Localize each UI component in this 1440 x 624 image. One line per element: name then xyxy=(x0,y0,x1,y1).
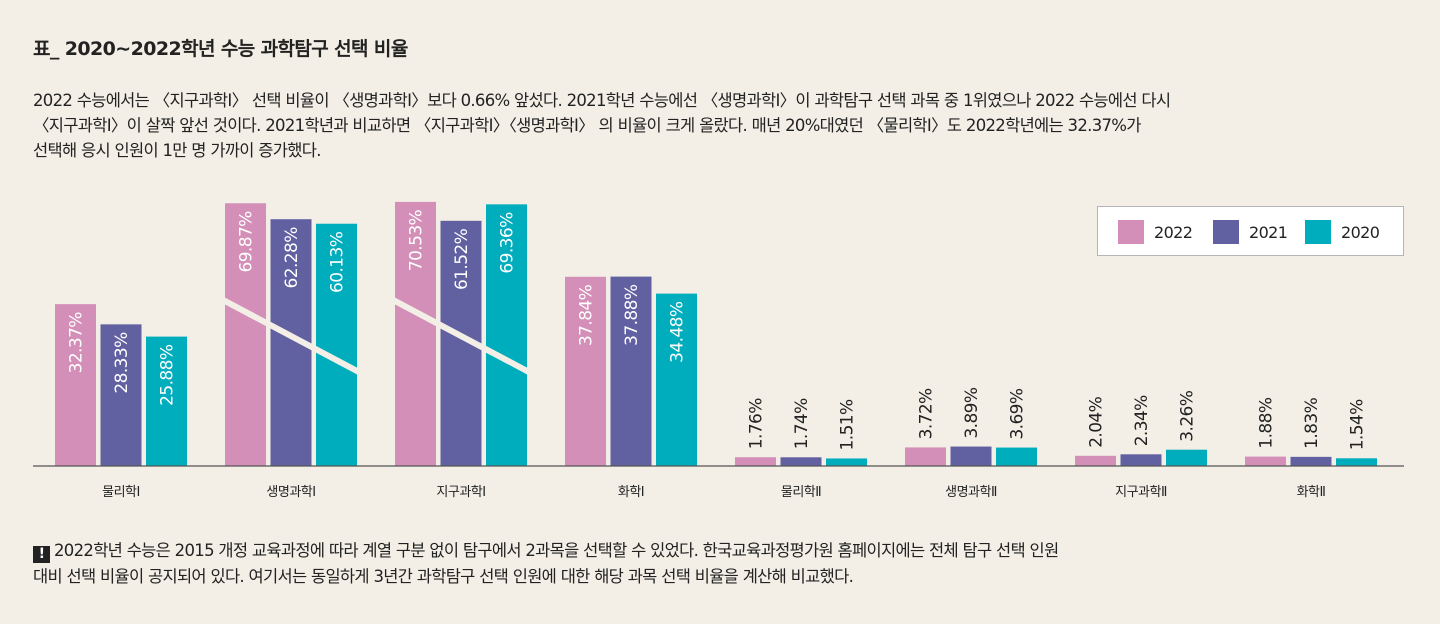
value-label: 37.84% xyxy=(577,284,597,346)
bar-2022-6 xyxy=(905,447,946,466)
description-line: 2022 수능에서는 〈지구과학Ⅰ〉 선택 비율이 〈생명과학Ⅰ〉보다 0.66… xyxy=(33,91,1171,110)
category-label: 물리학Ⅰ xyxy=(102,485,140,500)
value-label: 32.37% xyxy=(67,312,87,374)
value-label: 28.33% xyxy=(112,332,132,394)
bar-chart: 32.37% 28.33% 25.88% 물리학Ⅰ 69.87% 62.28% 60.13%… xyxy=(33,201,1404,500)
chart-title: 표_ 2020∼2022학년 수능 과학탐구 선택 비율 xyxy=(33,38,408,60)
value-label: 2.04% xyxy=(1087,396,1107,447)
value-label: 1.51% xyxy=(838,399,858,450)
bar-2020-7 xyxy=(1166,449,1207,466)
bar-2022-5 xyxy=(735,457,776,466)
legend-label: 2022 xyxy=(1154,222,1193,242)
bar-2021-4 xyxy=(610,276,652,466)
value-label: 1.54% xyxy=(1348,399,1368,450)
legend-item-2021: 2021 xyxy=(1213,220,1288,244)
description: 2022 수능에서는 〈지구과학Ⅰ〉 선택 비율이 〈생명과학Ⅰ〉보다 0.66… xyxy=(33,88,1413,163)
bar-2020-8 xyxy=(1336,458,1377,466)
bar-2021-5 xyxy=(780,457,822,466)
description-line: 선택해 응시 인원이 1만 명 가까이 증가했다. xyxy=(33,141,321,160)
footnote: ! 2022학년 수능은 2015 개정 교육과정에 따라 계열 구분 없이 탐구… xyxy=(33,538,1413,590)
value-label: 1.74% xyxy=(792,398,812,449)
value-label: 1.76% xyxy=(747,398,767,449)
value-label: 2.34% xyxy=(1132,395,1152,446)
bar-2021-1 xyxy=(100,324,142,466)
category-label: 지구과학Ⅱ xyxy=(1115,485,1167,500)
footnote-line: 2022학년 수능은 2015 개정 교육과정에 따라 계열 구분 없이 탐구에… xyxy=(54,541,1059,560)
category-label: 화학Ⅱ xyxy=(1297,485,1326,500)
bar-2021-7 xyxy=(1120,454,1162,466)
value-label: 1.83% xyxy=(1302,397,1322,448)
description-line: 〈지구과학Ⅰ〉이 살짝 앞선 것이다. 2021학년과 비교하면 〈지구과학Ⅰ〉… xyxy=(33,116,1141,135)
legend-swatch xyxy=(1118,220,1144,244)
value-label: 3.72% xyxy=(917,388,937,439)
bar-2020-4 xyxy=(656,293,697,466)
bar-2022-8 xyxy=(1245,456,1286,466)
bar-2022-3 xyxy=(395,201,436,466)
value-label: 37.88% xyxy=(622,284,642,346)
legend-swatch xyxy=(1305,220,1331,244)
value-label: 3.89% xyxy=(962,387,982,438)
legend-label: 2020 xyxy=(1341,222,1380,242)
exclamation-icon: ! xyxy=(33,546,50,563)
bar-2020-5 xyxy=(826,458,867,466)
bar-2022-4 xyxy=(565,276,606,466)
value-label: 61.52% xyxy=(452,228,472,290)
value-label: 62.28% xyxy=(282,227,302,289)
value-label: 25.88% xyxy=(158,344,178,406)
bar-2020-1 xyxy=(146,336,187,466)
axis-break-line xyxy=(391,297,531,375)
category-label: 생명과학Ⅰ xyxy=(266,485,315,500)
legend-label: 2021 xyxy=(1249,222,1288,242)
bar-2020-3 xyxy=(486,204,527,466)
axis-break-line xyxy=(221,297,361,375)
bar-2022-2 xyxy=(225,203,266,466)
value-label: 1.88% xyxy=(1257,397,1277,448)
bar-2020-6 xyxy=(996,447,1037,466)
value-label: 3.69% xyxy=(1008,388,1028,439)
category-label: 지구과학Ⅰ xyxy=(436,485,485,500)
category-label: 화학Ⅰ xyxy=(618,485,644,500)
value-label: 69.87% xyxy=(237,211,257,273)
legend-swatch xyxy=(1213,220,1239,244)
value-label: 34.48% xyxy=(668,301,688,363)
legend-item-2020: 2020 xyxy=(1305,220,1380,244)
bar-2020-2 xyxy=(316,223,357,466)
bar-2021-8 xyxy=(1290,456,1332,466)
footnote-line: 대비 선택 비율이 공지되어 있다. 여기서는 동일하게 3년간 과학탐구 선택… xyxy=(33,567,854,586)
bar-2021-6 xyxy=(950,446,992,466)
value-label: 70.53% xyxy=(407,209,427,271)
legend: 2022 2021 2020 xyxy=(1097,206,1404,256)
legend-item-2022: 2022 xyxy=(1118,220,1193,244)
value-label: 3.26% xyxy=(1178,390,1198,441)
value-label: 69.36% xyxy=(498,212,518,274)
value-label: 60.13% xyxy=(328,231,348,293)
bar-2022-7 xyxy=(1075,455,1116,466)
category-label: 생명과학Ⅱ xyxy=(945,485,997,500)
category-label: 물리학Ⅱ xyxy=(781,485,821,500)
bar-2022-1 xyxy=(55,304,96,466)
